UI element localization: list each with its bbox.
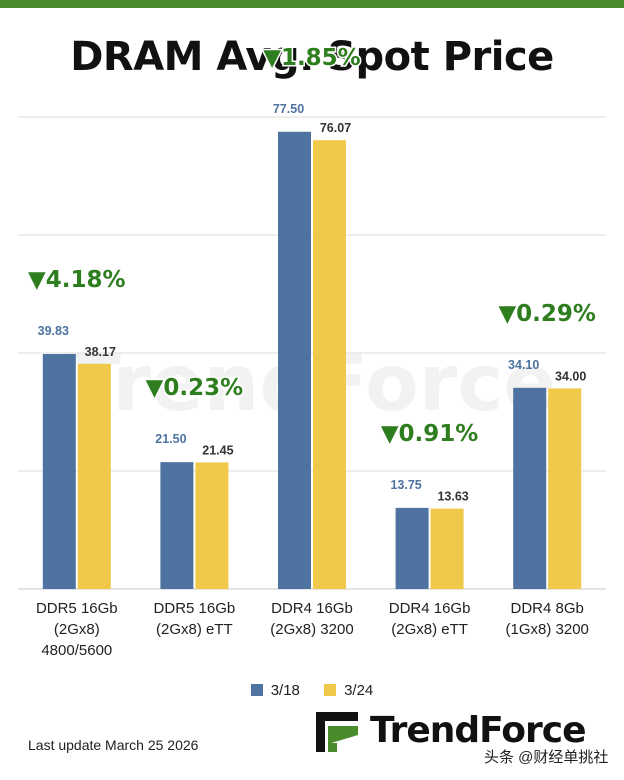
last-update-text: Last update March 25 2026 (28, 737, 199, 753)
change-annotation: ▼0.29% (498, 301, 595, 327)
change-annotation: ▼1.85% (263, 45, 360, 71)
bar-series-2 (313, 140, 346, 589)
x-tick-label: (2Gx8) eTT (391, 621, 468, 638)
x-tick-label: (2Gx8) (54, 621, 100, 638)
x-tick-label: (2Gx8) 3200 (270, 621, 353, 638)
bar-series-1 (42, 354, 76, 589)
trendforce-logo: TrendForce (316, 710, 606, 754)
change-annotation: ▼0.23% (146, 375, 243, 401)
change-annotation: ▼0.91% (381, 421, 478, 447)
bar-series-2 (195, 462, 229, 589)
change-annotation: ▼4.18% (28, 267, 125, 293)
data-label-series-2: 34.00 (555, 369, 586, 383)
x-tick-label: DDR4 16Gb (271, 600, 353, 617)
data-label-series-2: 21.45 (202, 443, 233, 457)
bar-series-1 (278, 131, 311, 589)
top-accent-bar (0, 0, 624, 8)
data-label-series-2: 76.07 (320, 121, 351, 135)
chart-watermark: TrendForce (68, 339, 557, 429)
legend-label-series-2: 3/24 (344, 682, 374, 699)
legend-swatch-series-2 (324, 684, 337, 696)
bar-series-2 (548, 388, 582, 589)
bar-series-1 (160, 462, 194, 589)
data-label-series-1: 34.10 (508, 358, 539, 372)
bar-series-2 (77, 363, 111, 589)
bar-series-1 (513, 387, 547, 589)
data-label-series-2: 13.63 (437, 490, 468, 504)
data-label-series-1: 13.75 (390, 478, 421, 492)
legend: 3/18 3/24 (0, 682, 624, 699)
data-label-series-2: 38.17 (85, 345, 116, 359)
data-label-series-1: 77.50 (273, 102, 304, 116)
data-label-series-1: 21.50 (155, 432, 186, 446)
x-tick-label: DDR4 8Gb (511, 600, 584, 617)
data-label-series-1: 39.83 (38, 324, 69, 338)
corner-watermark: 头条 @财经单挑社 (480, 746, 613, 767)
legend-swatch-series-1 (250, 684, 263, 696)
chart-title: DRAM Avg. Spot Price (70, 34, 554, 80)
x-tick-label: (1Gx8) 3200 (506, 621, 589, 638)
x-tick-label: DDR5 16Gb (154, 600, 236, 617)
x-tick-label: DDR4 16Gb (389, 600, 471, 617)
x-axis-labels: DDR5 16Gb (2Gx8) 4800/5600 DDR5 16Gb (2Gx8) … (36, 600, 589, 659)
legend-item-series-2: 3/24 (324, 682, 373, 699)
x-tick-label: 4800/5600 (41, 642, 112, 659)
gridlines (18, 116, 606, 590)
bar-chart: TrendForce 39.83 38.17 ▼4.18% 21.50 21.45 ▼0.… (18, 43, 606, 659)
bar-series-1 (395, 507, 429, 589)
x-tick-label: DDR5 16Gb (36, 600, 118, 617)
x-tick-label: (2Gx8) eTT (156, 621, 233, 638)
legend-item-series-1: 3/18 (250, 682, 300, 699)
bar-series-2 (430, 508, 464, 589)
trendforce-logo-text: TrendForce (370, 710, 587, 751)
trendforce-logo-icon (316, 712, 358, 752)
legend-label-series-1: 3/18 (270, 682, 300, 699)
bars-group: 39.83 38.17 ▼4.18% 21.50 21.45 ▼0.23% 77.50 76.… (27, 43, 597, 589)
